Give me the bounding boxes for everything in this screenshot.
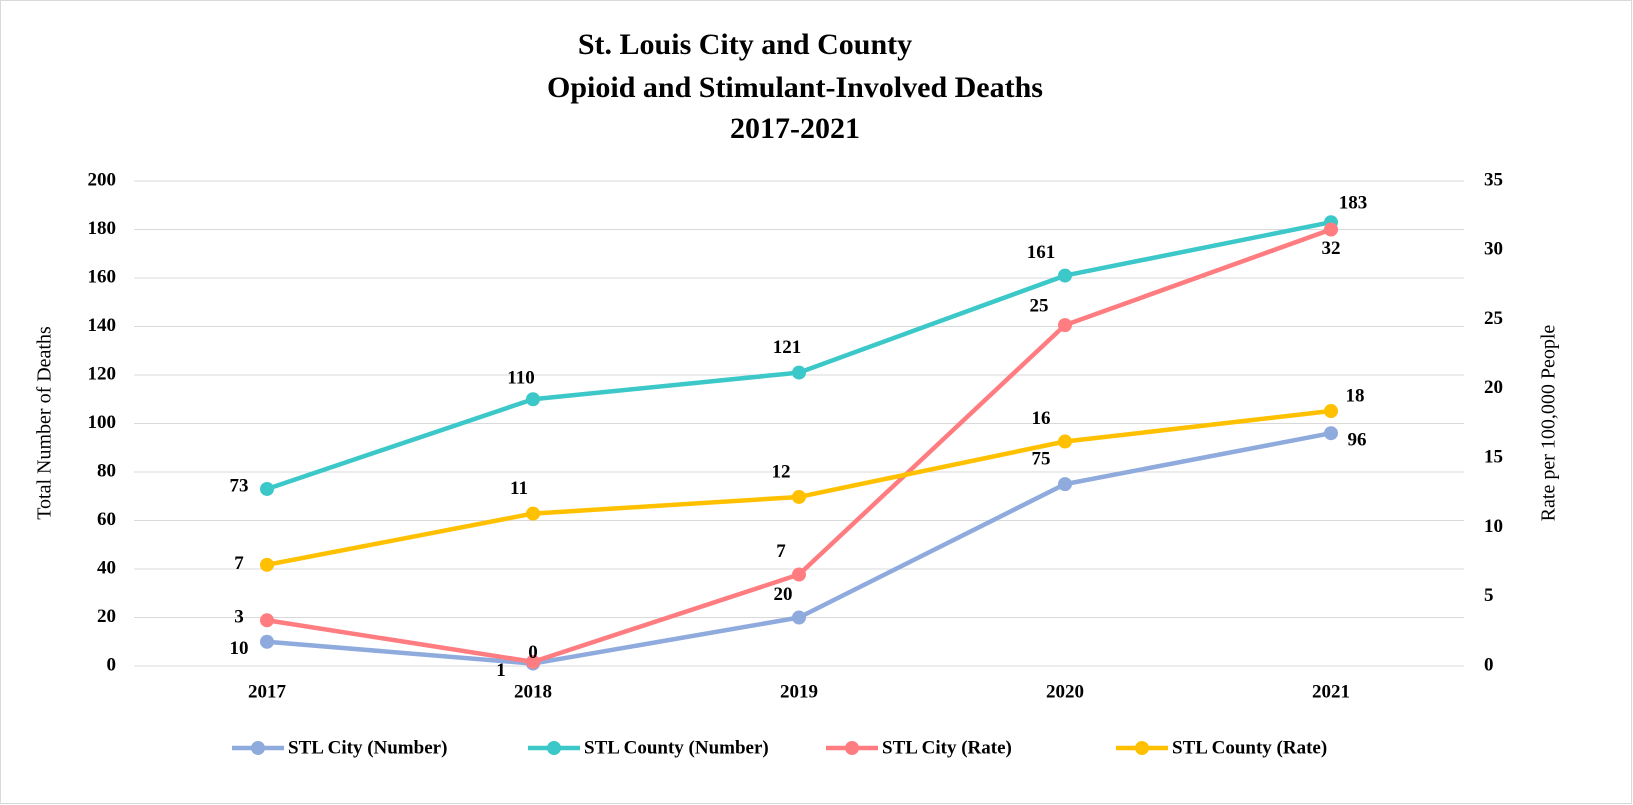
y-tick-label: 200 bbox=[88, 169, 117, 190]
point bbox=[260, 613, 274, 628]
data-label: 10 bbox=[230, 638, 249, 659]
legend-label: STL City (Number) bbox=[288, 737, 447, 758]
data-label: 12 bbox=[772, 461, 791, 482]
y-tick-label: 140 bbox=[88, 315, 117, 336]
point bbox=[1324, 426, 1338, 441]
point bbox=[1058, 477, 1072, 492]
point bbox=[260, 634, 274, 649]
y2-axis-title: Rate per 100,000 People bbox=[1538, 325, 1560, 522]
x-tick-label: 2019 bbox=[780, 681, 818, 702]
data-label: 11 bbox=[510, 478, 528, 499]
data-label: 0 bbox=[528, 642, 538, 663]
point bbox=[1058, 268, 1072, 283]
y-tick-label: 60 bbox=[97, 509, 116, 530]
y2-tick-label: 5 bbox=[1484, 585, 1494, 606]
data-label: 1 bbox=[496, 660, 506, 681]
point bbox=[526, 506, 540, 521]
y2-tick-label: 15 bbox=[1484, 447, 1503, 468]
data-label: 73 bbox=[230, 475, 249, 496]
y-tick-label: 0 bbox=[107, 654, 117, 675]
y-tick-label: 40 bbox=[97, 557, 116, 578]
y2-tick-label: 20 bbox=[1484, 377, 1503, 398]
y-tick-label: 20 bbox=[97, 606, 116, 627]
legend-label: STL County (Rate) bbox=[1172, 737, 1327, 758]
legend-swatch bbox=[1135, 741, 1149, 755]
data-label: 25 bbox=[1030, 295, 1049, 316]
y-tick-label: 100 bbox=[88, 412, 117, 433]
x-tick-label: 2020 bbox=[1046, 681, 1084, 702]
data-label: 75 bbox=[1032, 448, 1051, 469]
y-axis-title: Total Number of Deaths bbox=[34, 326, 56, 520]
point bbox=[1058, 318, 1072, 333]
point bbox=[792, 489, 806, 504]
point bbox=[792, 610, 806, 625]
legend-swatch bbox=[251, 741, 265, 755]
data-label: 7 bbox=[776, 541, 786, 562]
chart-title: Opioid and Stimulant-Involved Deaths bbox=[547, 71, 1043, 104]
data-label: 7 bbox=[234, 553, 244, 574]
y-tick-label: 180 bbox=[88, 218, 117, 239]
point bbox=[526, 392, 540, 407]
data-label: 32 bbox=[1322, 238, 1341, 259]
x-tick-label: 2017 bbox=[248, 681, 287, 702]
point bbox=[260, 557, 274, 572]
data-label: 16 bbox=[1032, 408, 1051, 429]
y-tick-label: 160 bbox=[88, 266, 117, 287]
chart-title: 2017-2021 bbox=[730, 112, 860, 145]
data-label: 20 bbox=[774, 584, 793, 605]
data-label: 121 bbox=[773, 337, 802, 358]
y-tick-label: 120 bbox=[88, 363, 117, 384]
legend-swatch bbox=[547, 741, 561, 755]
data-label: 18 bbox=[1346, 385, 1365, 406]
data-label: 96 bbox=[1348, 430, 1367, 451]
data-label: 183 bbox=[1339, 193, 1368, 214]
point bbox=[1324, 222, 1338, 237]
y2-tick-label: 35 bbox=[1484, 169, 1503, 190]
legend-swatch bbox=[845, 741, 859, 755]
point bbox=[260, 481, 274, 496]
legend-label: STL County (Number) bbox=[584, 737, 769, 758]
y-tick-label: 80 bbox=[97, 460, 116, 481]
point bbox=[792, 567, 806, 582]
point bbox=[1058, 434, 1072, 449]
y2-tick-label: 30 bbox=[1484, 239, 1503, 260]
point bbox=[1324, 404, 1338, 419]
point bbox=[526, 654, 540, 669]
data-label: 110 bbox=[507, 368, 534, 389]
y2-tick-label: 25 bbox=[1484, 308, 1503, 329]
data-label: 3 bbox=[234, 607, 244, 628]
chart-title: St. Louis City and County bbox=[578, 28, 912, 61]
data-label: 161 bbox=[1027, 242, 1056, 263]
x-tick-label: 2018 bbox=[514, 681, 552, 702]
x-tick-label: 2021 bbox=[1312, 681, 1350, 702]
point bbox=[792, 365, 806, 380]
y2-tick-label: 0 bbox=[1484, 654, 1494, 675]
legend-label: STL City (Rate) bbox=[882, 737, 1012, 758]
y2-tick-label: 10 bbox=[1484, 516, 1503, 537]
